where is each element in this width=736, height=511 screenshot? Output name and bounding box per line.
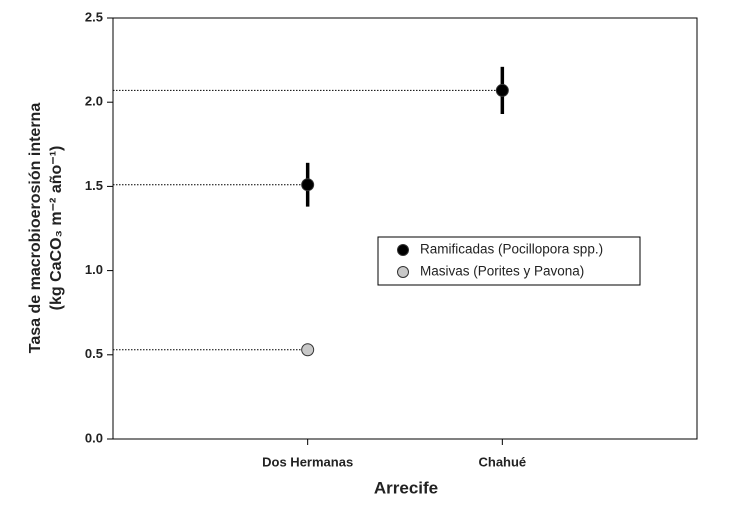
- y-tick-label: 2.0: [85, 94, 103, 109]
- y-tick-label: 1.0: [85, 262, 103, 277]
- y-axis-label-line: (kg CaCO₃ m⁻² año⁻¹): [48, 146, 65, 311]
- y-tick-label: 1.5: [85, 178, 103, 193]
- y-tick-label: 2.5: [85, 9, 103, 24]
- y-tick-label: 0.0: [85, 430, 103, 445]
- point: [301, 178, 315, 192]
- legend-label: Ramificadas (Pocillopora spp.): [420, 242, 603, 257]
- y-axis-label-line: Tasa de macrobioerosión interna: [27, 103, 44, 354]
- point: [495, 83, 509, 97]
- legend-box: [377, 236, 641, 286]
- legend-label: Masivas (Porites y Pavona): [420, 264, 584, 279]
- legend-marker: [397, 266, 409, 278]
- plot-frame: [112, 17, 698, 440]
- x-axis-label: Arrecife: [374, 478, 438, 497]
- point: [301, 343, 315, 357]
- y-tick-label: 0.5: [85, 346, 103, 361]
- legend-marker: [397, 244, 409, 256]
- x-tick-label: Chahué: [478, 454, 526, 469]
- y-axis-label: Tasa de macrobioerosión interna (kg CaCO…: [27, 103, 65, 354]
- x-tick-label: Dos Hermanas: [262, 454, 353, 469]
